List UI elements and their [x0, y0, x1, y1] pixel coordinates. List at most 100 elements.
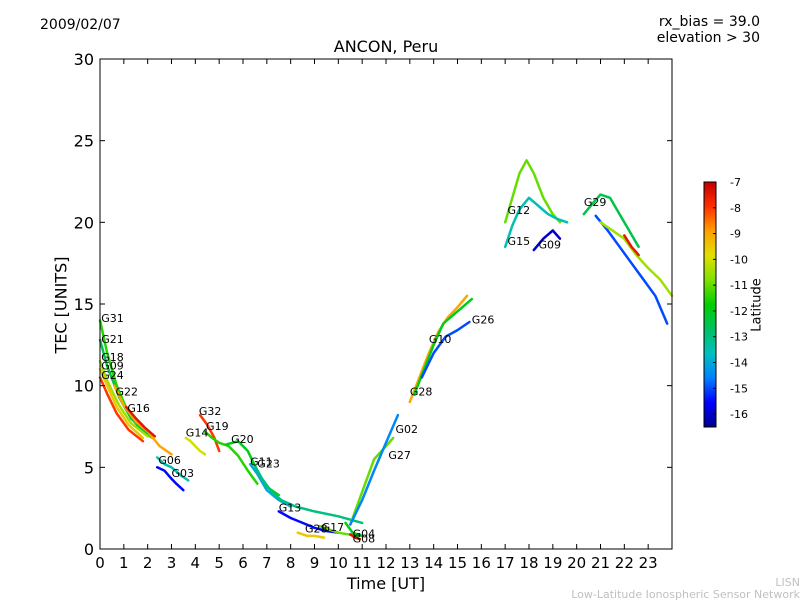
x-tick-label: 12: [376, 554, 395, 572]
satellite-label: G04: [353, 528, 376, 541]
satellite-label: G19: [206, 420, 229, 433]
series-line-g29d: [623, 234, 640, 257]
x-tick-label: 10: [329, 554, 348, 572]
x-tick-label: 19: [543, 554, 562, 572]
satellite-label: G15: [508, 235, 531, 248]
y-tick-label: 10: [74, 377, 94, 396]
satellite-label: G09: [539, 238, 562, 251]
colorbar-scale: [703, 181, 717, 428]
colorbar-tick-label: -15: [730, 382, 748, 395]
series-line-g04: [344, 521, 364, 538]
x-tick-label: 4: [191, 554, 201, 572]
x-tick-label: 11: [353, 554, 372, 572]
credit-lisn: LISN: [775, 576, 800, 589]
series-layer: [98, 159, 674, 541]
series-line-g16: [124, 405, 157, 438]
rx-bias-label: rx_bias = 39.0: [658, 14, 760, 30]
series-line-g09: [98, 368, 145, 440]
series-line-g26: [420, 320, 471, 379]
series-line-g14: [184, 436, 207, 456]
colorbar-tick-label: -14: [730, 357, 748, 370]
series-line-g19: [203, 430, 259, 485]
x-tick-label: 3: [167, 554, 177, 572]
series-line-g10: [413, 297, 474, 396]
credit-network: Low-Latitude Ionospheric Sensor Network: [571, 588, 800, 601]
series-line-g22: [113, 384, 173, 456]
satellite-label: G08: [353, 532, 376, 545]
series-line-g13: [277, 510, 340, 534]
y-tick-label: 25: [74, 132, 94, 151]
satellite-label: G28: [410, 385, 433, 398]
satellite-label: G17: [322, 521, 345, 534]
satellite-label: G02: [396, 423, 419, 436]
satellite-label: G24: [101, 369, 124, 382]
series-line-g02: [349, 413, 400, 526]
x-tick-label: 18: [519, 554, 538, 572]
series-line-g29: [582, 193, 640, 249]
satellite-label: G21: [101, 333, 124, 346]
satellite-label: G26: [472, 314, 495, 327]
satellite-label: G29: [584, 196, 607, 209]
x-tick-label: 23: [639, 554, 658, 572]
x-tick-label: 9: [310, 554, 320, 572]
series-line-g12: [503, 159, 562, 224]
series-line-g24: [98, 376, 145, 443]
series-line-g23: [253, 464, 364, 525]
axes-layer: 0 1 2 3 4 5 6 7 8 9 10 11 12 13 14 15 16 17 18 19 20 21 22 2305…: [74, 50, 673, 572]
bias-info: rx_bias = 39.0 elevation > 30: [657, 14, 760, 46]
series-line-g32: [198, 413, 221, 453]
colorbar-tick-label: -12: [730, 305, 748, 318]
satellite-label: G10: [429, 333, 452, 346]
satellite-label: G22: [115, 385, 138, 398]
series-line-g09b: [532, 229, 562, 252]
satellite-label: G28: [305, 523, 328, 536]
y-tick-label: 15: [74, 295, 94, 314]
colorbar-tick-label: -13: [730, 331, 748, 344]
series-line-g28: [296, 531, 326, 539]
colorbar: -7 -8 -9 -10 -11 -12 -13 -14 -15 -16: [703, 176, 748, 428]
satellite-label: G23: [257, 457, 280, 470]
date-label: 2009/02/07: [40, 17, 121, 33]
satellite-label: G03: [172, 467, 195, 480]
colorbar-tick-label: -8: [730, 202, 741, 215]
satellite-label: G11: [250, 456, 273, 469]
satellite-label: G20: [231, 433, 254, 446]
satellite-label: G27: [388, 449, 411, 462]
satellite-label: G32: [199, 405, 222, 418]
x-tick-label: 5: [214, 554, 224, 572]
x-tick-label: 15: [448, 554, 467, 572]
satellite-label: G06: [158, 454, 181, 467]
satellite-label: G31: [101, 312, 124, 325]
series-line-g29b: [594, 214, 669, 325]
elevation-label: elevation > 30: [656, 30, 760, 46]
x-tick-label: 20: [567, 554, 586, 572]
x-tick-label: 6: [238, 554, 248, 572]
y-tick-label: 5: [84, 458, 94, 477]
series-line-g29c: [599, 221, 674, 298]
colorbar-tick-label: -10: [730, 253, 748, 266]
satellite-label: G16: [127, 402, 150, 415]
colorbar-tick-label: -7: [730, 176, 741, 189]
series-line-g08: [349, 533, 362, 541]
x-tick-label: 17: [496, 554, 515, 572]
x-tick-label: 8: [286, 554, 296, 572]
colorbar-tick-label: -9: [730, 228, 741, 241]
satellite-label: G09: [101, 359, 124, 372]
x-tick-label: 22: [615, 554, 634, 572]
satellite-label: G12: [508, 204, 531, 217]
x-tick-label: 21: [591, 554, 610, 572]
series-line-g06: [155, 456, 190, 482]
satellite-label: G14: [186, 426, 209, 439]
x-tick-label: 1: [119, 554, 129, 572]
x-tick-label: 14: [424, 554, 443, 572]
y-tick-label: 0: [84, 540, 94, 559]
series-line-g15: [503, 196, 569, 249]
chart-title: ANCON, Peru: [333, 37, 439, 56]
x-tick-label: 7: [262, 554, 272, 572]
y-tick-label: 20: [74, 213, 94, 232]
x-axis-label: Time [UT]: [346, 574, 426, 593]
series-line-g03: [155, 466, 185, 492]
series-line-g18: [98, 359, 149, 438]
colorbar-tick-label: -11: [730, 279, 748, 292]
